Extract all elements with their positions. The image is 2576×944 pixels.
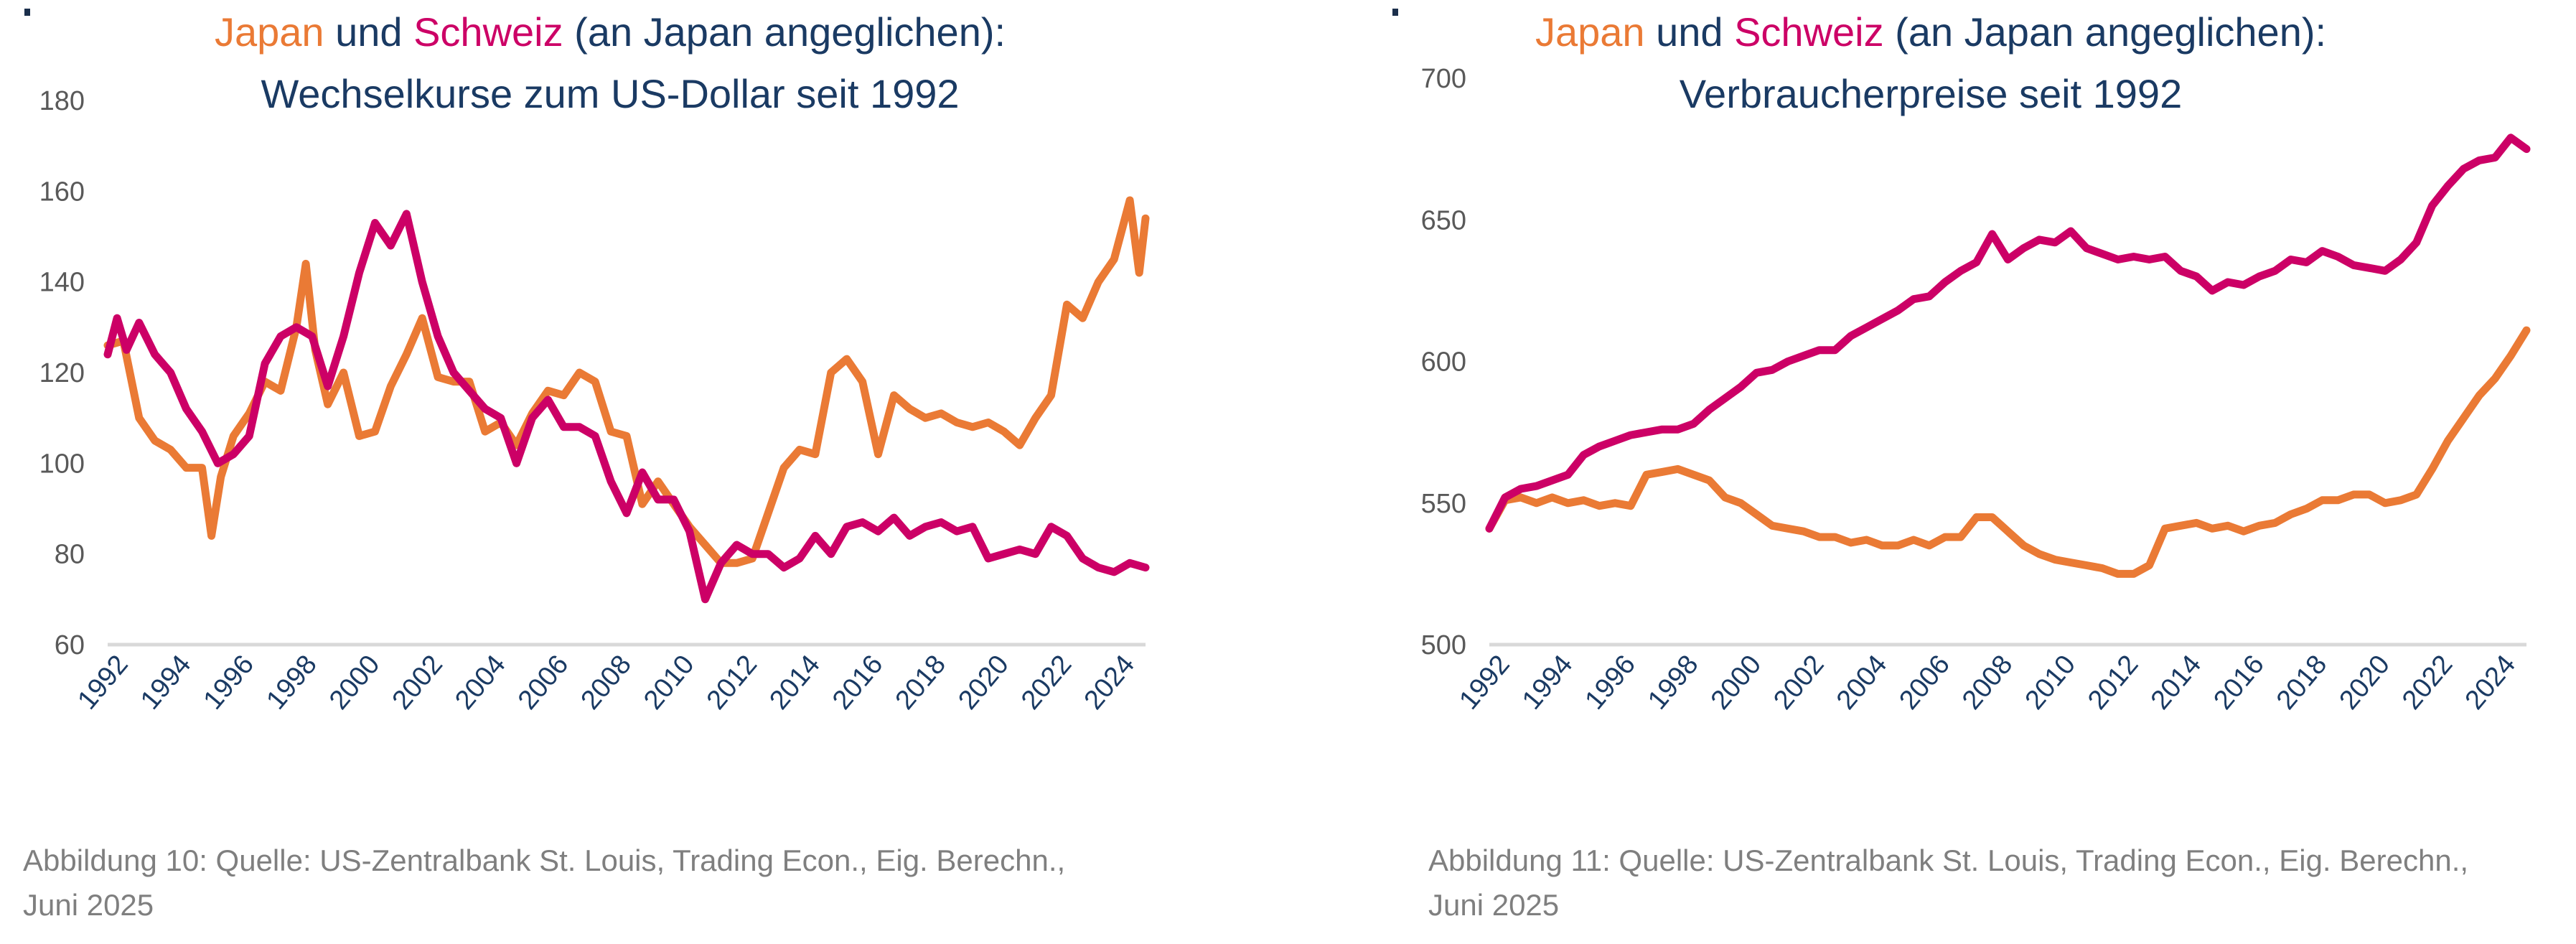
x-tick-label: 2024 <box>2460 650 2522 716</box>
x-tick-label: 1996 <box>198 650 261 716</box>
y-tick-label: 650 <box>1421 205 1466 235</box>
title-rest: (an Japan angeglichen): <box>1883 9 2327 55</box>
x-tick-label: 2014 <box>2145 650 2208 716</box>
figure-caption: Abbildung 10: Quelle: US-Zentralbank St.… <box>23 838 1065 927</box>
x-tick-label: 2016 <box>2208 650 2270 716</box>
x-tick-label: 2020 <box>952 650 1015 716</box>
series-line-japan <box>1485 326 2531 578</box>
caption-line-1: Abbildung 10: Quelle: US-Zentralbank St.… <box>23 843 1066 877</box>
x-tick-label: 2000 <box>324 650 386 716</box>
x-tick-label: 2010 <box>2020 650 2082 716</box>
x-tick-label: 2022 <box>1016 650 1078 716</box>
y-tick-label: 500 <box>1421 630 1466 660</box>
x-tick-label: 2008 <box>1957 650 2019 716</box>
title-und: und <box>1644 9 1735 55</box>
x-tick-label: 2004 <box>1831 650 1893 716</box>
series-points-schweiz <box>107 213 1146 599</box>
x-tick-label: 2018 <box>2271 650 2333 716</box>
x-tick-label: 2006 <box>512 650 575 716</box>
y-tick-label: 140 <box>39 268 85 298</box>
y-tick-label: 180 <box>39 86 85 116</box>
corner-marker <box>24 9 30 16</box>
consumer-price-chart-panel: Japan und Schweiz (an Japan angeglichen)… <box>1357 0 2576 944</box>
x-tick-label: 2008 <box>575 650 637 716</box>
x-tick-label: 2002 <box>387 650 449 716</box>
x-tick-label: 2014 <box>764 650 826 716</box>
y-tick-label: 550 <box>1421 489 1466 519</box>
title-japan: Japan <box>214 9 324 55</box>
title-schweiz: Schweiz <box>1734 9 1884 55</box>
x-tick-label: 2002 <box>1768 650 1830 716</box>
title-und: und <box>324 9 414 55</box>
exchange-rate-chart-panel: Japan und Schweiz (an Japan angeglichen)… <box>0 0 1220 944</box>
x-tick-label: 2012 <box>2082 650 2145 716</box>
x-tick-label: 2016 <box>827 650 889 716</box>
caption-line-2: Juni 2025 <box>23 888 154 922</box>
y-tick-label: 120 <box>39 358 85 388</box>
chart-subtitle: Verbraucherpreise seit 1992 <box>1679 71 2183 116</box>
series-points-schweiz <box>1489 137 2527 529</box>
title-rest: (an Japan angeglichen): <box>563 9 1006 55</box>
x-tick-label: 2020 <box>2333 650 2396 716</box>
corner-marker <box>1392 9 1398 16</box>
x-tick-label: 1996 <box>1580 650 1642 716</box>
x-tick-label: 1998 <box>1642 650 1705 716</box>
chart-title: Japan und Schweiz (an Japan angeglichen)… <box>1464 7 2397 57</box>
x-tick-label: 2024 <box>1079 650 1141 716</box>
caption-line-1: Abbildung 11: Quelle: US-Zentralbank St.… <box>1428 843 2469 877</box>
chart-subtitle: Wechselkurse zum US-Dollar seit 1992 <box>261 71 960 116</box>
series-line-schweiz <box>1485 134 2531 533</box>
series-line-japan <box>103 196 1150 567</box>
x-tick-label: 2006 <box>1893 650 1956 716</box>
y-tick-label: 80 <box>55 540 85 570</box>
x-tick-label: 2010 <box>638 650 701 716</box>
x-tick-label: 2004 <box>449 650 512 716</box>
caption-line-2: Juni 2025 <box>1428 888 1560 922</box>
figure-caption: Abbildung 11: Quelle: US-Zentralbank St.… <box>1428 838 2468 927</box>
y-tick-label: 60 <box>55 630 85 660</box>
x-tick-label: 1994 <box>135 650 197 716</box>
y-tick-label: 600 <box>1421 347 1466 378</box>
chart-title: Japan und Schweiz (an Japan angeglichen)… <box>144 7 1077 57</box>
x-tick-label: 2022 <box>2397 650 2459 716</box>
series-line-schweiz <box>103 210 1150 604</box>
x-tick-label: 2018 <box>890 650 952 716</box>
x-tick-label: 1994 <box>1517 650 1579 716</box>
title-schweiz: Schweiz <box>413 9 563 55</box>
y-tick-label: 100 <box>39 449 85 479</box>
x-tick-label: 1998 <box>261 650 323 716</box>
title-japan: Japan <box>1535 9 1645 55</box>
x-tick-label: 2000 <box>1705 650 1768 716</box>
series-points-japan <box>1489 330 2527 574</box>
x-tick-label: 2012 <box>701 650 764 716</box>
y-tick-label: 160 <box>39 177 85 207</box>
y-tick-label: 700 <box>1421 64 1466 94</box>
